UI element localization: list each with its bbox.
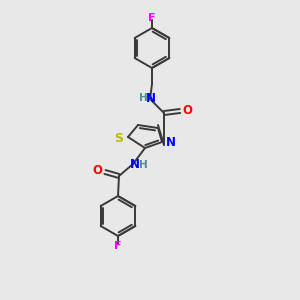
Text: O: O <box>92 164 102 178</box>
Text: N: N <box>130 158 140 172</box>
Text: N: N <box>166 136 176 149</box>
Text: O: O <box>182 104 192 118</box>
Text: H: H <box>139 160 147 170</box>
Text: S: S <box>115 131 124 145</box>
Text: F: F <box>114 241 122 251</box>
Text: H: H <box>139 93 147 103</box>
Text: F: F <box>148 13 156 23</box>
Text: N: N <box>146 92 156 104</box>
